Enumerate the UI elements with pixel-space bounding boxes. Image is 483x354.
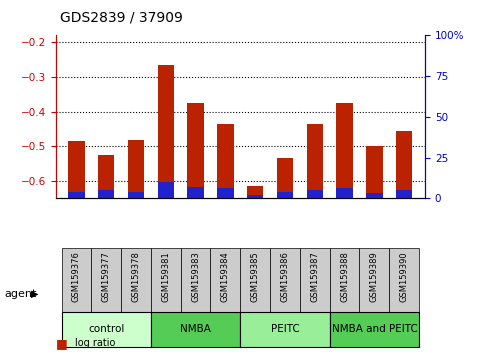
Bar [277, 158, 293, 198]
Bar [151, 248, 181, 312]
Text: log ratio: log ratio [75, 338, 115, 348]
Bar [277, 192, 293, 198]
Text: GSM159388: GSM159388 [340, 251, 349, 302]
Text: GDS2839 / 37909: GDS2839 / 37909 [60, 11, 183, 25]
Bar [181, 248, 211, 312]
Bar [187, 187, 204, 198]
Text: ▶: ▶ [31, 289, 39, 299]
Bar [128, 192, 144, 198]
Text: GSM159376: GSM159376 [72, 251, 81, 302]
Bar [61, 248, 91, 312]
Text: GSM159387: GSM159387 [310, 251, 319, 302]
Bar [61, 312, 151, 347]
Bar [157, 65, 174, 198]
Text: GSM159378: GSM159378 [131, 251, 141, 302]
Bar [217, 188, 234, 198]
Bar [336, 188, 353, 198]
Bar [68, 141, 85, 198]
Text: NMBA and PEITC: NMBA and PEITC [331, 324, 417, 334]
Bar [211, 248, 241, 312]
Text: agent: agent [5, 289, 37, 299]
Text: GSM159390: GSM159390 [399, 251, 409, 302]
Text: NMBA: NMBA [180, 324, 211, 334]
Bar [157, 182, 174, 198]
Bar [366, 193, 383, 198]
Text: control: control [88, 324, 125, 334]
Bar [121, 248, 151, 312]
Bar [366, 146, 383, 198]
Bar [98, 190, 114, 198]
Bar [307, 190, 323, 198]
Bar [330, 312, 419, 347]
Bar [128, 140, 144, 198]
Text: GSM159385: GSM159385 [251, 251, 260, 302]
Bar [396, 190, 412, 198]
Text: GSM159389: GSM159389 [370, 251, 379, 302]
Text: GSM159381: GSM159381 [161, 251, 170, 302]
Bar [389, 248, 419, 312]
Bar [247, 195, 263, 198]
Text: ■: ■ [56, 337, 67, 350]
Text: GSM159377: GSM159377 [102, 251, 111, 302]
Bar [98, 155, 114, 198]
Bar [330, 248, 359, 312]
Bar [217, 124, 234, 198]
Bar [187, 103, 204, 198]
Bar [396, 131, 412, 198]
Bar [300, 248, 330, 312]
Bar [151, 312, 241, 347]
Bar [336, 103, 353, 198]
Text: GSM159383: GSM159383 [191, 251, 200, 302]
Bar [270, 248, 300, 312]
Bar [91, 248, 121, 312]
Text: GSM159384: GSM159384 [221, 251, 230, 302]
Bar [241, 248, 270, 312]
Text: GSM159386: GSM159386 [281, 251, 289, 302]
Bar [68, 192, 85, 198]
Bar [359, 248, 389, 312]
Bar [247, 186, 263, 198]
Bar [307, 124, 323, 198]
Text: PEITC: PEITC [270, 324, 299, 334]
Bar [241, 312, 330, 347]
